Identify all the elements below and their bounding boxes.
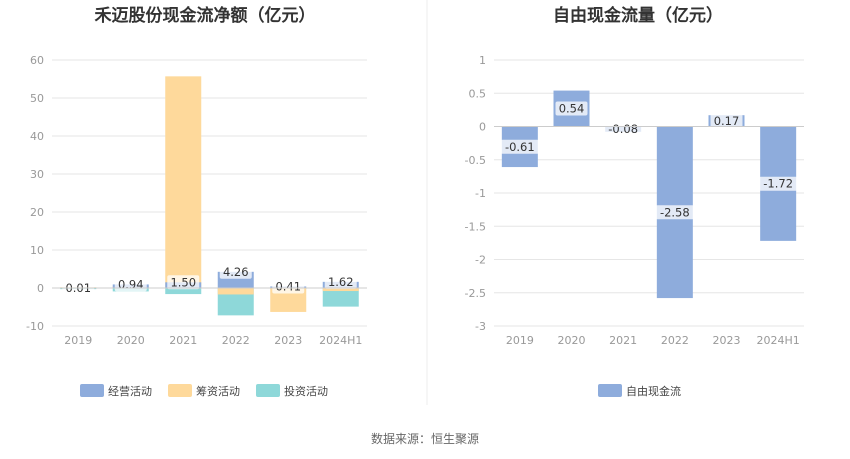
chart2-y-tick: 1 xyxy=(479,54,486,67)
chart2-label-bg xyxy=(555,101,588,116)
chart1-legend: 经营活动 筹资活动 投资活动 xyxy=(80,384,328,398)
chart2-legend-label: 自由现金流 xyxy=(626,384,681,398)
chart2-title: 自由现金流量（亿元） xyxy=(553,5,723,26)
chart1-data-label: 0.41 xyxy=(275,279,301,293)
chart1-x-tick: 2022 xyxy=(222,334,250,347)
chart1-y-tick: 0 xyxy=(37,282,44,295)
chart2-plot: 1 0.5 0 -0.5 -1 -1.5 -2 -2.5 -3 -0.61 0.54 -0.08 -2.… xyxy=(465,54,804,347)
chart1-label-bg xyxy=(167,275,200,290)
chart2-x-tick: 2022 xyxy=(661,334,689,347)
chart1-label-bg xyxy=(219,264,252,279)
chart2-data-label: -0.08 xyxy=(608,122,638,136)
chart2-data-label: 0.17 xyxy=(714,114,740,128)
chart1-legend-swatch xyxy=(168,384,192,397)
chart1-legend-label: 筹资活动 xyxy=(196,384,240,398)
chart1-bar-筹资活动-2023 xyxy=(270,288,307,312)
chart2-y-tick: -3 xyxy=(475,320,486,333)
chart2-y-tick: -2.5 xyxy=(465,287,486,300)
chart2-y-tick: -0.5 xyxy=(465,154,486,167)
chart1-legend-swatch xyxy=(80,384,104,397)
chart2-x-tick: 2020 xyxy=(558,334,586,347)
chart1-x-tick: 2024H1 xyxy=(319,334,362,347)
chart1-bar-筹资活动-2024H1 xyxy=(322,288,359,292)
chart1-x-tick: 2021 xyxy=(169,334,197,347)
chart1-y-tick: 60 xyxy=(30,54,44,67)
chart2-y-tick: 0.5 xyxy=(469,87,487,100)
chart1-legend-label: 经营活动 xyxy=(108,384,152,398)
chart1-bar-筹资活动-2021 xyxy=(165,76,202,288)
chart2-y-tick: 0 xyxy=(479,121,486,134)
chart1-x-tick: 2023 xyxy=(274,334,302,347)
chart2-label-bg xyxy=(758,176,798,191)
chart1-label-bg xyxy=(272,279,305,294)
data-source: 数据来源：恒生聚源 xyxy=(371,431,479,446)
chart2-x-tick: 2019 xyxy=(506,334,534,347)
chart1-bar-投资活动-2024H1 xyxy=(322,288,359,307)
chart2-label-bg xyxy=(655,205,695,220)
chart2-y-tick: -1 xyxy=(475,187,486,200)
chart2-data-label: 0.54 xyxy=(559,102,585,116)
chart2-legend: 自由现金流 xyxy=(598,384,681,398)
chart1-y-tick: 20 xyxy=(30,206,44,219)
chart2-label-bg xyxy=(603,122,643,137)
chart2-legend-swatch xyxy=(598,384,622,397)
chart1-data-label: 4.26 xyxy=(223,265,249,279)
chart1-x-tick: 2020 xyxy=(117,334,145,347)
chart2-data-label: -2.58 xyxy=(660,205,690,219)
chart1-data-label: 0.94 xyxy=(118,277,144,291)
chart1-data-label: 1.62 xyxy=(328,275,354,289)
chart1-y-tick: 40 xyxy=(30,130,44,143)
chart1-legend-swatch xyxy=(256,384,280,397)
chart2-label-bg xyxy=(710,113,743,128)
chart1-y-tick: -10 xyxy=(26,320,44,333)
chart1-y-tick: 50 xyxy=(30,92,44,105)
chart2-y-tick: -2 xyxy=(475,254,486,267)
chart1-y-tick: 10 xyxy=(30,244,44,257)
chart1-legend-label: 投资活动 xyxy=(284,384,328,398)
chart2-x-tick: 2021 xyxy=(609,334,637,347)
chart1-label-bg xyxy=(324,274,357,289)
chart2-x-tick: 2024H1 xyxy=(757,334,800,347)
chart1-x-tick: 2019 xyxy=(64,334,92,347)
chart2-x-tick: 2023 xyxy=(713,334,741,347)
chart1-title: 禾迈股份现金流净额（亿元） xyxy=(95,5,316,26)
chart1-bar-筹资活动-2022 xyxy=(217,288,254,295)
chart2-y-tick: -1.5 xyxy=(465,220,486,233)
chart1-y-tick: 30 xyxy=(30,168,44,181)
chart2-data-label: -1.72 xyxy=(763,177,793,191)
chart2-data-label: -0.61 xyxy=(505,140,535,154)
chart1-data-label: 1.50 xyxy=(170,275,196,289)
chart1-bar-投资活动-2021 xyxy=(165,288,202,295)
chart2-label-bg xyxy=(500,139,540,154)
